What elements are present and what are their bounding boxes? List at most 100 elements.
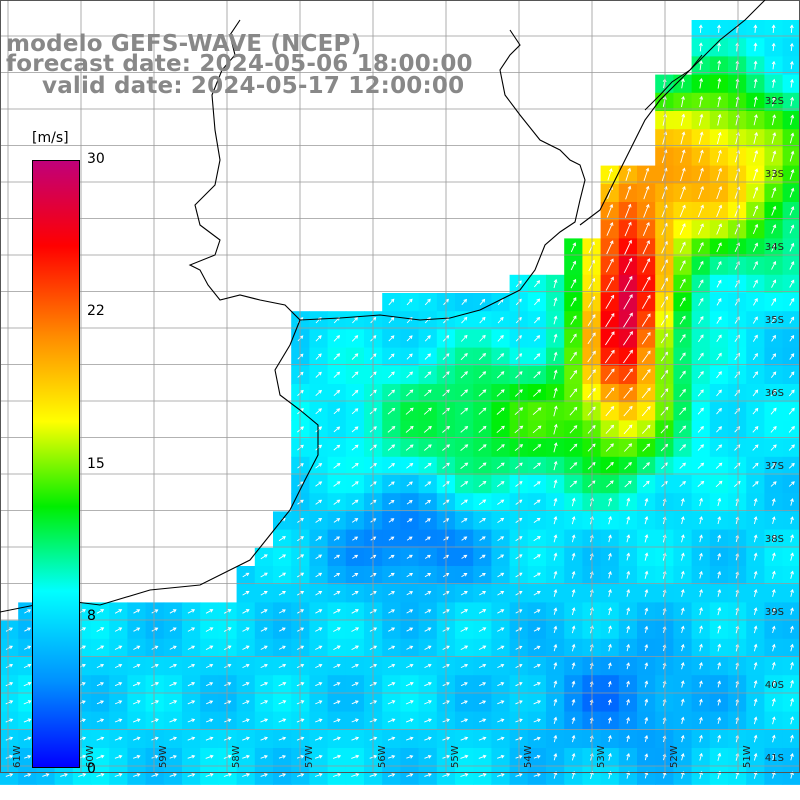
wind-arrow bbox=[533, 536, 541, 542]
longitude-labels: 61W 60W 59W 58W 57W 56W 55W 54W 53W 52W 51W bbox=[12, 745, 753, 768]
wind-arrow bbox=[497, 536, 505, 541]
wind-arrow bbox=[771, 698, 776, 707]
wind-arrow bbox=[553, 479, 558, 489]
wind-arrow bbox=[352, 536, 359, 541]
wind-arrow bbox=[151, 681, 160, 687]
wind-arrow bbox=[644, 497, 649, 507]
wind-arrow bbox=[533, 773, 541, 777]
colorbar bbox=[32, 160, 80, 768]
wind-arrow bbox=[753, 643, 758, 652]
wind-arrow bbox=[223, 754, 232, 759]
wind-arrow bbox=[626, 643, 631, 652]
wind-arrow bbox=[242, 682, 250, 687]
wind-arrow bbox=[699, 534, 703, 543]
wind-arrow bbox=[644, 735, 649, 743]
wind-arrow bbox=[5, 754, 14, 759]
wind-arrow bbox=[479, 700, 487, 705]
wind-arrow bbox=[424, 627, 432, 632]
wind-arrow bbox=[623, 331, 633, 346]
wind-arrow bbox=[605, 480, 614, 488]
wind-arrow bbox=[623, 387, 633, 399]
wind-arrow bbox=[752, 389, 759, 397]
wind-arrow bbox=[205, 663, 214, 669]
wind-arrow bbox=[314, 754, 323, 759]
wind-arrow bbox=[717, 607, 722, 616]
wind-arrow bbox=[78, 772, 87, 777]
wind-arrow bbox=[351, 591, 359, 596]
wind-arrow bbox=[641, 313, 651, 327]
wind-arrow bbox=[533, 462, 541, 469]
wind-arrow bbox=[187, 718, 196, 723]
wind-arrow bbox=[644, 570, 649, 579]
wind-arrow bbox=[387, 444, 396, 451]
wind-arrow bbox=[788, 462, 795, 469]
wind-arrow bbox=[315, 536, 323, 541]
wind-arrow bbox=[644, 698, 649, 706]
wind-speed-field bbox=[0, 20, 800, 785]
wind-arrow bbox=[587, 314, 596, 326]
wind-arrow bbox=[626, 497, 631, 507]
wind-arrow bbox=[5, 736, 14, 741]
forecast-date: forecast date: 2024-05-06 18:00:00 bbox=[6, 51, 473, 77]
wind-arrow bbox=[388, 353, 395, 360]
wind-arrow bbox=[570, 260, 577, 271]
wind-arrow bbox=[223, 627, 232, 632]
wind-arrow bbox=[388, 536, 395, 541]
wind-arrow bbox=[460, 609, 469, 614]
wind-arrow bbox=[789, 60, 794, 70]
wind-arrow bbox=[606, 222, 614, 236]
wind-arrow bbox=[626, 680, 630, 688]
wind-arrow bbox=[699, 497, 703, 507]
wind-arrow bbox=[608, 752, 612, 761]
wind-arrow bbox=[315, 718, 323, 723]
wind-arrow bbox=[333, 444, 341, 451]
wind-arrow bbox=[626, 753, 631, 761]
wind-arrow bbox=[789, 334, 795, 342]
wind-arrow bbox=[533, 280, 541, 288]
wind-arrow bbox=[460, 389, 469, 397]
wind-arrow bbox=[679, 223, 686, 235]
wind-arrow bbox=[96, 609, 105, 614]
wind-arrow bbox=[424, 499, 432, 505]
wind-arrow bbox=[641, 406, 651, 417]
wind-arrow bbox=[553, 589, 558, 597]
wind-arrow bbox=[753, 607, 758, 616]
wind-arrow bbox=[771, 261, 777, 270]
wind-arrow bbox=[771, 679, 776, 689]
wind-arrow bbox=[716, 298, 722, 306]
wind-arrow bbox=[753, 114, 758, 126]
wind-arrow bbox=[679, 481, 686, 487]
wind-arrow bbox=[278, 572, 287, 578]
wind-arrow bbox=[478, 352, 487, 361]
wind-arrow bbox=[315, 353, 322, 360]
latitude-label: 36S bbox=[765, 388, 784, 399]
wind-arrow bbox=[753, 588, 758, 597]
wind-arrow bbox=[698, 260, 704, 271]
wind-arrow bbox=[278, 700, 287, 705]
wind-arrow bbox=[460, 591, 468, 596]
wind-arrow bbox=[496, 425, 505, 434]
wind-arrow bbox=[788, 407, 795, 415]
wind-arrow bbox=[660, 259, 668, 272]
wind-arrow bbox=[624, 480, 632, 488]
wind-arrow bbox=[642, 221, 650, 236]
wind-arrow bbox=[605, 406, 615, 417]
wind-arrow bbox=[734, 371, 740, 379]
wind-arrow bbox=[533, 572, 541, 578]
wind-arrow bbox=[606, 240, 614, 255]
wind-arrow bbox=[716, 371, 722, 379]
wind-arrow bbox=[315, 389, 322, 397]
wind-arrow bbox=[333, 736, 341, 741]
wind-arrow bbox=[752, 223, 759, 235]
wind-arrow bbox=[533, 316, 541, 324]
wind-arrow bbox=[679, 333, 686, 343]
wind-arrow bbox=[406, 298, 413, 306]
wind-arrow bbox=[496, 371, 505, 379]
wind-arrow bbox=[278, 754, 287, 759]
wind-arrow bbox=[644, 589, 649, 597]
wind-arrow bbox=[5, 663, 14, 669]
wind-arrow bbox=[717, 77, 722, 89]
wind-arrow bbox=[387, 426, 396, 433]
wind-arrow bbox=[96, 754, 105, 759]
